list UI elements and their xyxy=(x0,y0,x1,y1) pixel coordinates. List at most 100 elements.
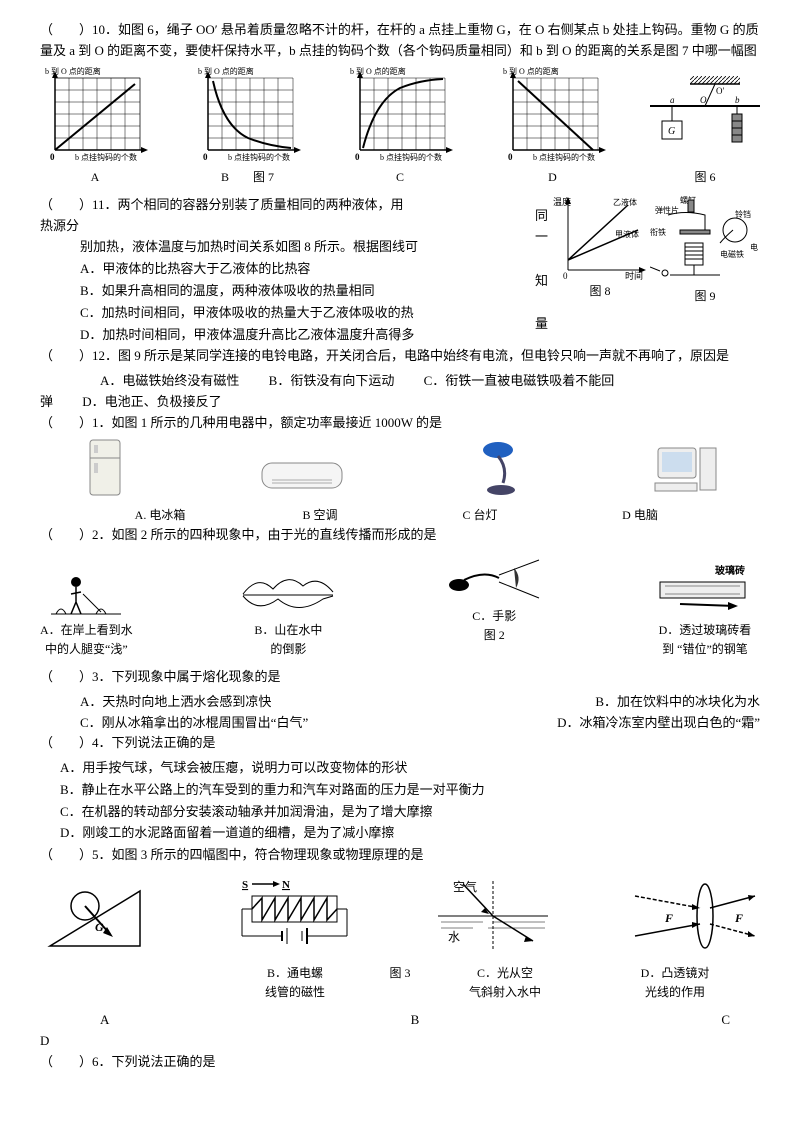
svg-text:电: 电 xyxy=(750,242,758,252)
fig6-label: 图 6 xyxy=(694,168,715,187)
q12-prefix: （ ）12． xyxy=(40,348,118,363)
q5-capB2: 线管的磁性 xyxy=(210,983,380,1002)
q6: （ ）6．下列说法正确的是 xyxy=(40,1052,760,1073)
lamp-icon xyxy=(473,438,523,498)
q12-opts: A．电磁铁始终没有磁性 B．衔铁没有向下运动 C．衔铁一直被电磁铁吸着不能回 xyxy=(100,371,760,392)
q3-D: D．冰箱冷冻室内壁出现白色的“霜” xyxy=(557,713,760,734)
q11-t2: 同一 xyxy=(535,206,550,248)
q4-C: C．在机器的转动部分安装滚动轴承并加润滑油，是为了增大摩擦 xyxy=(60,802,760,823)
svg-text:G: G xyxy=(668,126,675,137)
svg-text:b 到 O 点的距离: b 到 O 点的距离 xyxy=(198,66,254,76)
graph-a: b 到 O 点的距离 0 b 点挂钩码的个数 A xyxy=(40,66,150,187)
svg-text:b: b xyxy=(735,95,740,105)
q3-A: A．天热时向地上洒水会感到凉快 xyxy=(80,692,271,713)
ac-icon xyxy=(257,458,347,498)
q5-prefix: （ ）5． xyxy=(40,847,112,862)
q5-capD2: 光线的作用 xyxy=(590,983,760,1002)
q5: （ ）5．如图 3 所示的四幅图中，符合物理现象或物理原理的是 xyxy=(40,845,760,866)
q10: （ ）10．如图 6，绳子 OO′ 悬吊着质量忽略不计的杆，在杆的 a 点挂上重… xyxy=(40,20,760,62)
q6-prefix: （ ）6． xyxy=(40,1054,112,1069)
svg-text:衔铁: 衔铁 xyxy=(650,227,666,237)
q4-A: A．用手按气球，气球会被压瘪，说明力可以改变物体的形状 xyxy=(60,758,760,779)
svg-text:G: G xyxy=(95,920,104,934)
fig6: O′ a O b G 图 6 xyxy=(650,76,760,187)
label-d: D xyxy=(548,168,557,187)
q3: （ ）3．下列现象中属于熔化现象的是 xyxy=(40,667,760,688)
q4: （ ）4．下列说法正确的是 xyxy=(40,733,760,754)
pc-icon xyxy=(650,443,720,498)
svg-text:乙液体: 乙液体 xyxy=(613,197,637,207)
svg-text:F: F xyxy=(664,911,673,925)
q12: （ ）12．图 9 所示是某同学连接的电铃电路，开关闭合后，电路中始终有电流，但… xyxy=(40,346,760,367)
svg-text:O′: O′ xyxy=(716,86,724,96)
svg-text:N: N xyxy=(282,879,290,891)
fridge-icon xyxy=(80,438,130,498)
q1-prefix: （ ）1． xyxy=(40,415,112,430)
fig8: 温度 时间 乙液体 甲液体 0 图 8 xyxy=(550,195,650,347)
q4-B: B．静止在水平公路上的汽车受到的重力和汽车对路面的压力是一对平衡力 xyxy=(60,780,760,801)
q3-opts: A．天热时向地上洒水会感到凉快 B．加在饮料中的冰块化为水 xyxy=(80,692,760,713)
q4-D: D．刚竣工的水泥路面留着一道道的细槽，是为了减小摩擦 xyxy=(60,823,760,844)
svg-text:0: 0 xyxy=(508,152,513,162)
q2-capB2: 的倒影 xyxy=(254,640,322,659)
q3-text: 下列现象中属于熔化现象的是 xyxy=(112,669,281,684)
fig8-label: 图 8 xyxy=(589,282,610,301)
q11-A: A．甲液体的比热容大于乙液体的比热容 xyxy=(80,259,535,280)
q5-bB: B xyxy=(310,1010,520,1031)
q2-D: 玻璃砖 D．透过玻璃砖看到 “错位”的钢笔 xyxy=(650,564,760,659)
q2-capD1: D．透过玻璃砖看 xyxy=(659,621,752,640)
q1-capB: B 空调 xyxy=(240,506,400,525)
q1: （ ）1．如图 1 所示的几种用电器中，额定功率最接近 1000W 的是 xyxy=(40,413,760,434)
fig3-label: 图 3 xyxy=(380,964,420,1002)
q5-bA: A xyxy=(40,1010,310,1031)
fig9: 螺钉 弹性片 铃铛 衔铁 电磁铁 电 图 9 xyxy=(650,195,760,347)
q5-abcd: A B C xyxy=(40,1010,760,1031)
svg-text:0: 0 xyxy=(50,152,55,162)
svg-text:电磁铁: 电磁铁 xyxy=(720,249,744,259)
q1-text: 如图 1 所示的几种用电器中，额定功率最接近 1000W 的是 xyxy=(112,415,443,430)
svg-text:0: 0 xyxy=(563,271,568,280)
graph-b: b 到 O 点的距离 0 b 点挂钩码的个数 B 图 7 xyxy=(193,66,303,187)
svg-text:甲液体: 甲液体 xyxy=(615,229,639,239)
q2: （ ）2．如图 2 所示的四种现象中，由于光的直线传播而形成的是 xyxy=(40,525,760,546)
q5-D: F F xyxy=(630,876,760,956)
q5-capB1: B．通电螺 xyxy=(210,964,380,983)
fig2-label: 图 2 xyxy=(472,626,516,645)
graph-c: b 到 O 点的距离 0 b 点挂钩码的个数 C xyxy=(345,66,455,187)
q5-A: G xyxy=(40,876,150,956)
q11-t3: 热源分 xyxy=(40,216,535,237)
q11: （ ）11．两个相同的容器分别装了质量相同的两种液体，用 热源分 别加热，液体温… xyxy=(40,195,760,347)
q5-caps: B．通电螺线管的磁性 图 3 C．光从空气斜射入水中 D．凸透镜对光线的作用 xyxy=(40,964,760,1002)
svg-text:温度: 温度 xyxy=(553,196,571,207)
q10-prefix: （ ）10． xyxy=(40,22,118,37)
q2-B: B．山在水中的倒影 xyxy=(238,564,338,659)
q5-C: 空气 水 xyxy=(433,876,553,956)
q1-figs xyxy=(40,438,760,498)
q10-text: 如图 6，绳子 OO′ 悬吊着质量忽略不计的杆，在杆的 a 点挂上重物 G，在 … xyxy=(40,22,759,58)
fig7-label: 图 7 xyxy=(253,170,274,184)
svg-text:铃铛: 铃铛 xyxy=(735,209,751,219)
svg-text:b 点挂钩码的个数: b 点挂钩码的个数 xyxy=(228,152,290,162)
svg-text:S: S xyxy=(242,879,248,891)
svg-text:b 到 O 点的距离: b 到 O 点的距离 xyxy=(350,66,406,76)
q11-t1: 两个相同的容器分别装了质量相同的两种液体，用 xyxy=(118,197,404,212)
q5-capC1: C．光从空 xyxy=(420,964,590,983)
svg-text:0: 0 xyxy=(203,152,208,162)
q1-caps: A. 电冰箱 B 空调 C 台灯 D 电脑 xyxy=(40,506,760,525)
q2-figs: A．在岸上看到水中的人腿变“浅” B．山在水中的倒影 C．手影图 2 玻璃砖 D… xyxy=(40,550,760,659)
q12-C: C．衔铁一直被电磁铁吸着不能回 xyxy=(424,373,615,388)
svg-text:b 到 O 点的距离: b 到 O 点的距离 xyxy=(503,66,559,76)
svg-text:b 点挂钩码的个数: b 点挂钩码的个数 xyxy=(75,152,137,162)
label-a: A xyxy=(91,168,100,187)
svg-text:时间: 时间 xyxy=(625,270,643,280)
q5-text: 如图 3 所示的四幅图中，符合物理现象或物理原理的是 xyxy=(112,847,424,862)
q11-t4: 别加热，液体温度与加热时间关系如图 8 所示。根据图线可 xyxy=(80,237,535,258)
q3-C: C．刚从冰箱拿出的冰棍周围冒出“白气” xyxy=(80,713,308,734)
svg-text:玻璃砖: 玻璃砖 xyxy=(715,564,745,577)
q5-bD: D xyxy=(40,1031,760,1052)
graph-d: b 到 O 点的距离 0 b 点挂钩码的个数 D xyxy=(498,66,608,187)
svg-text:0: 0 xyxy=(355,152,360,162)
label-b: B xyxy=(221,170,229,184)
q2-prefix: （ ）2． xyxy=(40,527,112,542)
q12-C2: 弹 xyxy=(40,394,53,409)
